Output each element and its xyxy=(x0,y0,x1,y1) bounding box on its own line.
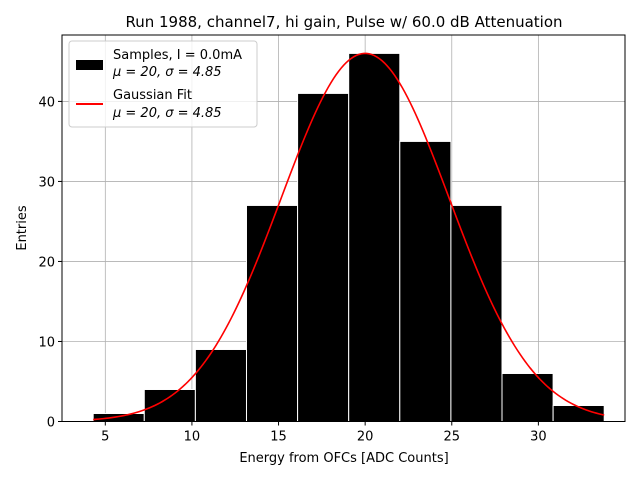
x-tick-label: 15 xyxy=(270,430,287,445)
gaussian-fit-curve xyxy=(93,52,605,421)
y-axis-label: Entries xyxy=(15,205,30,251)
legend-frame xyxy=(68,40,258,128)
legend: Samples, I = 0.0mA μ = 20, σ = 4.85 Gaus… xyxy=(68,40,258,128)
histogram-bar-6 xyxy=(348,52,401,423)
histogram-bar-9 xyxy=(501,372,554,422)
histogram-bar-5 xyxy=(297,92,350,423)
y-tick-label: 40 xyxy=(38,95,55,110)
histogram-bar-1 xyxy=(92,412,145,422)
x-tick-label: 25 xyxy=(443,430,460,445)
histogram-bar-3 xyxy=(194,348,247,422)
x-tick-label: 5 xyxy=(101,430,109,445)
x-tick-label: 10 xyxy=(184,430,201,445)
legend-bar-swatch xyxy=(76,60,103,70)
chart-title: Run 1988, channel7, hi gain, Pulse w/ 60… xyxy=(125,13,562,31)
y-tick-label: 10 xyxy=(38,335,55,350)
y-tick-label: 0 xyxy=(47,416,55,431)
y-tick-label: 20 xyxy=(38,255,55,270)
legend-samples-label: Samples, I = 0.0mA xyxy=(113,48,242,63)
histogram-bars xyxy=(92,52,605,423)
legend-samples-stats: μ = 20, σ = 4.85 xyxy=(112,65,222,80)
legend-fit-stats: μ = 20, σ = 4.85 xyxy=(112,106,222,121)
y-tick-label: 30 xyxy=(38,175,55,190)
x-tick-label: 30 xyxy=(530,430,547,445)
plot-frame xyxy=(61,34,626,422)
histogram-bar-8 xyxy=(450,204,503,422)
x-axis-label: Energy from OFCs [ADC Counts] xyxy=(239,451,448,466)
legend-fit-label: Gaussian Fit xyxy=(113,88,192,103)
x-tick-label: 20 xyxy=(357,430,374,445)
histogram-bar-4 xyxy=(245,204,299,422)
axis-ticks: 5 10 15 20 25 30 0 10 20 30 40 xyxy=(38,95,546,444)
histogram-bar-2 xyxy=(143,388,196,423)
gaussian-fit-layer xyxy=(93,52,605,421)
